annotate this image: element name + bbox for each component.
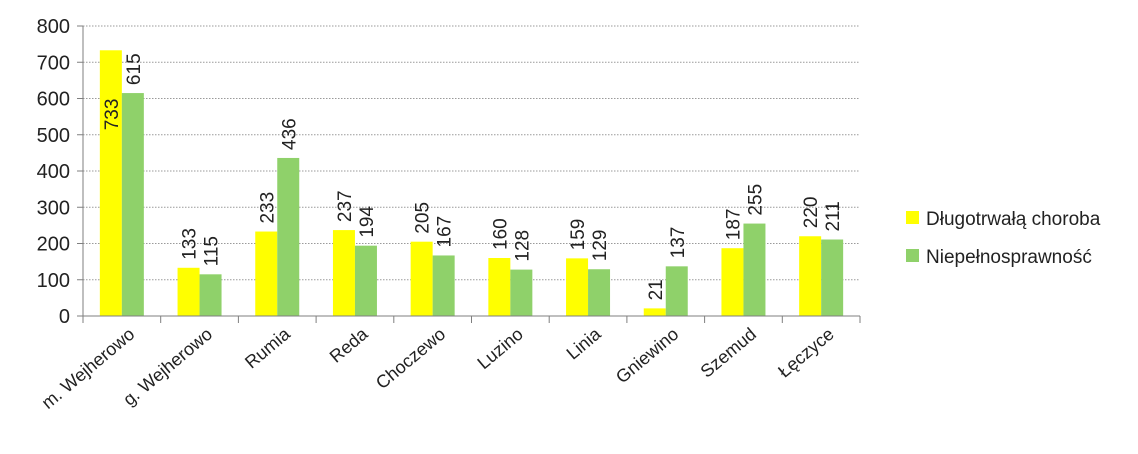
x-category-label: Luzino <box>473 324 526 373</box>
data-label: 233 <box>257 192 278 224</box>
legend-label: Niepełnosprawność <box>926 247 1092 268</box>
bar <box>588 269 611 316</box>
bar <box>255 231 278 316</box>
data-label: 194 <box>357 206 378 238</box>
y-tick-label: 500 <box>37 125 70 147</box>
x-category-label: Gniewino <box>612 324 682 388</box>
bar <box>721 248 744 316</box>
data-label: 21 <box>646 279 667 300</box>
bar <box>410 241 433 316</box>
x-category-label: Reda <box>326 323 373 367</box>
legend-swatch <box>906 249 919 262</box>
data-label: 129 <box>590 230 611 262</box>
bar <box>354 245 377 316</box>
data-label: 220 <box>801 197 822 229</box>
bars <box>99 50 844 316</box>
legend: Długotrwałą choroba Niepełnosprawność <box>906 209 1101 268</box>
bar <box>332 230 355 316</box>
bar <box>488 258 511 316</box>
bar <box>566 258 589 316</box>
x-category-label: Linia <box>563 323 606 363</box>
bar <box>643 308 666 316</box>
data-label: 211 <box>823 201 844 231</box>
y-tick-label: 400 <box>37 161 70 183</box>
data-label: 160 <box>490 218 511 250</box>
gridlines <box>83 25 860 281</box>
data-label: 205 <box>413 202 434 234</box>
y-tick-label: 200 <box>37 234 70 256</box>
data-label: 615 <box>124 53 145 85</box>
y-tick-label: 300 <box>37 197 70 219</box>
data-label: 133 <box>180 228 201 260</box>
data-label: 167 <box>435 216 456 248</box>
data-label: 436 <box>279 118 300 150</box>
bar <box>510 269 533 316</box>
bar <box>743 223 766 316</box>
data-label: 137 <box>668 227 689 259</box>
y-tick-label: 700 <box>37 52 70 74</box>
bar <box>799 236 822 316</box>
data-label: 255 <box>745 184 766 216</box>
data-label: 237 <box>335 190 356 222</box>
x-category-label: Łęczyce <box>774 324 837 382</box>
x-category-label: Szemud <box>697 324 760 382</box>
y-tick-label: 800 <box>37 16 70 38</box>
data-label: 115 <box>202 236 223 266</box>
y-tick-label: 600 <box>37 89 70 111</box>
x-category-label: Choczewo <box>372 324 449 393</box>
data-label: 187 <box>723 209 744 241</box>
data-label: 159 <box>568 219 589 251</box>
bar <box>432 255 455 316</box>
x-category-label: Rumia <box>241 323 294 372</box>
y-tick-label: 0 <box>59 306 70 328</box>
y-tick-label: 100 <box>37 270 70 292</box>
legend-label: Długotrwałą choroba <box>926 209 1101 230</box>
data-label: 733 <box>102 99 123 131</box>
bar <box>821 239 844 316</box>
bar <box>121 93 144 316</box>
bar <box>277 157 300 316</box>
legend-swatch <box>906 211 919 224</box>
bar <box>99 50 122 316</box>
bar <box>177 267 200 316</box>
y-axis: 0 100 200 300 400 500 600 700 800 <box>37 16 84 328</box>
data-label: 128 <box>512 230 533 262</box>
bar <box>199 274 222 316</box>
bar <box>665 266 688 316</box>
